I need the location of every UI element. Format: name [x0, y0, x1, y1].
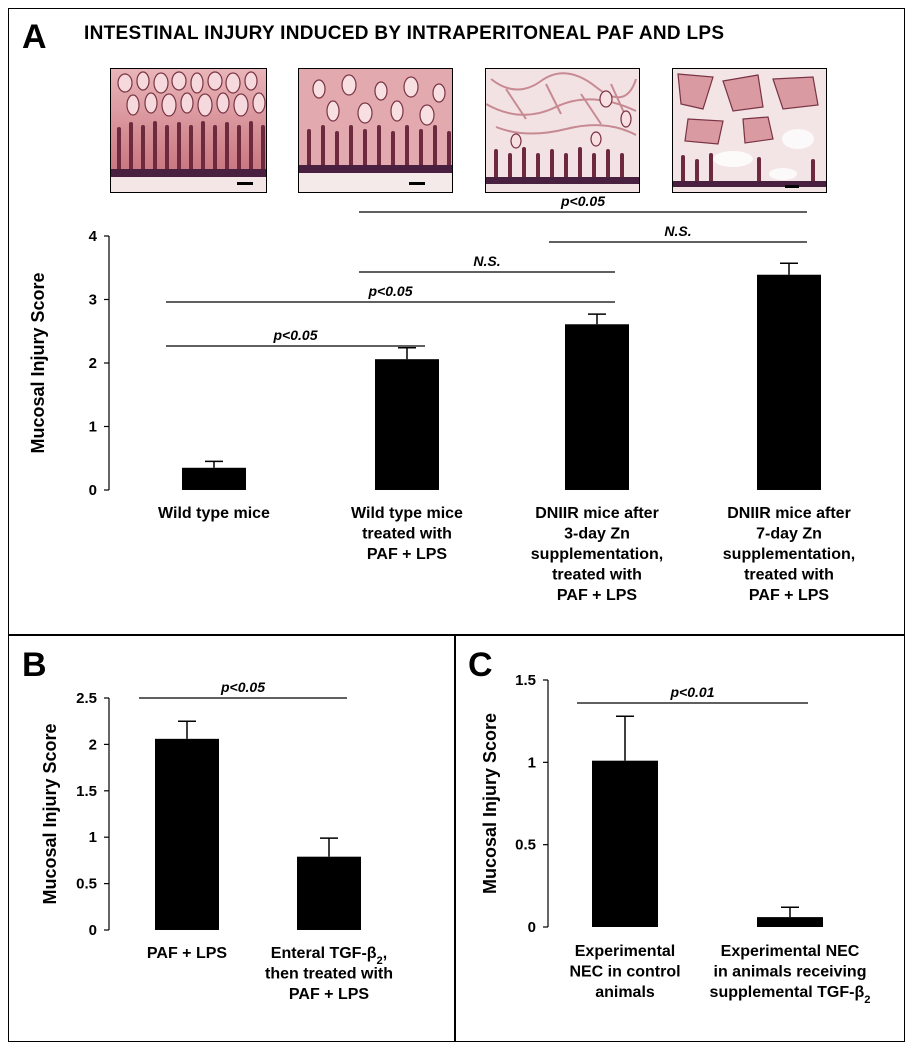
category-label: supplemental TGF-β2 [710, 984, 871, 1006]
micrograph-dniir-3day [485, 68, 640, 193]
category-label: PAF + LPS [147, 945, 227, 962]
significance-label: p<0.05 [560, 196, 605, 209]
y-tick-label: 0.5 [515, 837, 536, 854]
y-tick-label: 0 [89, 922, 97, 939]
category-label: PAF + LPS [367, 546, 447, 563]
y-tick-label: 3 [89, 292, 97, 309]
panel-a-title: INTESTINAL INJURY INDUCED BY INTRAPERITO… [84, 23, 725, 44]
category-label: 7-day Zn [756, 526, 822, 543]
significance-label: p<0.05 [220, 679, 265, 695]
micrograph-wild-type-paf-lps [298, 68, 453, 193]
significance-label: N.S. [664, 223, 691, 239]
panel-b-letter: B [22, 646, 47, 684]
significance-label: N.S. [473, 253, 500, 269]
bar [592, 760, 658, 927]
category-label: then treated with [265, 966, 393, 983]
category-label: DNIIR mice after [535, 505, 659, 522]
micrograph-wild-type [110, 68, 267, 193]
y-tick-label: 2 [89, 736, 97, 753]
y-tick-label: 1.5 [515, 672, 536, 689]
y-tick-label: 4 [89, 228, 98, 245]
category-label: Enteral TGF-β2, [271, 945, 387, 967]
bar [565, 324, 629, 490]
category-label: animals [595, 984, 655, 1001]
panel-b-frame [8, 634, 456, 1042]
category-label: PAF + LPS [289, 986, 369, 1003]
category-label: DNIIR mice after [727, 505, 851, 522]
category-label: PAF + LPS [557, 587, 637, 604]
category-label: NEC in control [569, 964, 680, 981]
y-tick-label: 1 [528, 754, 536, 771]
chart-b: 0 0.5 1 1.5 2 2.5 Mucosal Injury Score PAF + LP… [40, 679, 393, 1003]
category-label: Experimental NEC [721, 943, 860, 960]
category-label: Wild type mice [158, 505, 270, 522]
panel-c-letter: C [468, 646, 493, 684]
chart-a: 0 1 2 3 4 Mucosal Injury Score Wild type mice W… [28, 196, 855, 604]
y-axis-label: Mucosal Injury Score [40, 723, 60, 904]
bar [155, 738, 219, 930]
panel-c-frame [454, 634, 905, 1042]
y-tick-label: 2 [89, 355, 97, 372]
category-label: PAF + LPS [749, 587, 829, 604]
category-label: Wild type mice [351, 505, 463, 522]
bar [375, 359, 439, 490]
significance-label: p<0.01 [670, 684, 715, 700]
y-tick-label: 2.5 [76, 690, 97, 707]
y-axis-label: Mucosal Injury Score [28, 272, 48, 453]
chart-c: 0 0.5 1 1.5 Mucosal Injury Score Experimental… [480, 672, 871, 1006]
category-label: Experimental [575, 943, 675, 960]
y-tick-label: 0.5 [76, 876, 97, 893]
significance-label: p<0.05 [273, 327, 318, 343]
category-label: supplementation, [723, 546, 855, 563]
panel-a-letter: A [22, 18, 47, 56]
y-axis-label: Mucosal Injury Score [480, 713, 500, 894]
bar [757, 274, 821, 490]
category-label: 3-day Zn [564, 526, 630, 543]
y-tick-label: 0 [528, 919, 536, 936]
y-tick-label: 1 [89, 419, 97, 436]
micrograph-dniir-7day [672, 68, 827, 193]
category-label: treated with [744, 567, 834, 584]
significance-label: p<0.05 [368, 283, 413, 299]
bar [297, 856, 361, 930]
category-label: treated with [552, 567, 642, 584]
category-label: supplementation, [531, 546, 663, 563]
category-label: treated with [362, 526, 452, 543]
y-tick-label: 1.5 [76, 783, 97, 800]
bar [182, 467, 246, 490]
y-tick-label: 1 [89, 829, 97, 846]
panel-a-frame [8, 8, 905, 636]
category-label: in animals receiving [714, 964, 867, 981]
y-tick-label: 0 [89, 482, 97, 499]
bar [757, 917, 823, 927]
